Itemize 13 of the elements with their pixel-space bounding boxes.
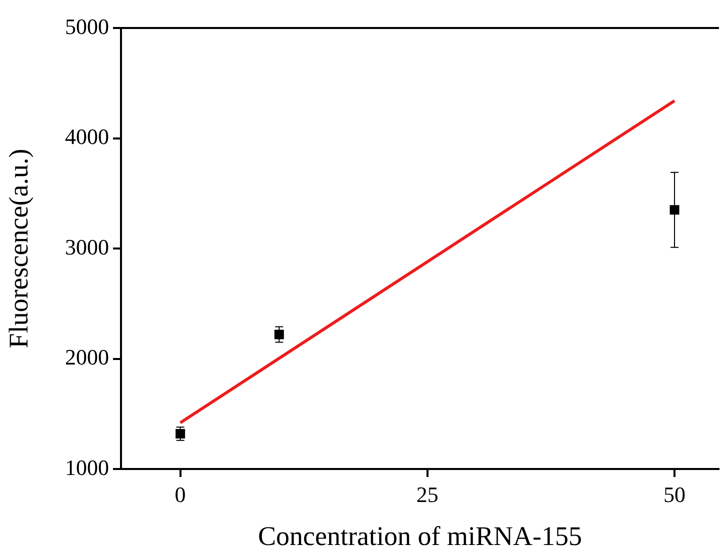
y-tick-label: 1000 (65, 454, 109, 480)
point (176, 428, 186, 438)
y-axis-title: Fluorescence(a.u.) (3, 148, 34, 348)
x-tick-label: 25 (416, 482, 438, 507)
x-tick-label: 50 (664, 482, 686, 507)
x-axis-title: Concentration of miRNA-155 (258, 520, 582, 551)
y-tick-label: 3000 (65, 234, 109, 260)
y-tick-label: 2000 (65, 344, 109, 370)
x-tick-label: 0 (174, 482, 186, 507)
point (670, 205, 680, 215)
point (274, 330, 284, 340)
y-tick-label: 4000 (65, 124, 109, 150)
y-tick-label: 5000 (65, 14, 109, 39)
